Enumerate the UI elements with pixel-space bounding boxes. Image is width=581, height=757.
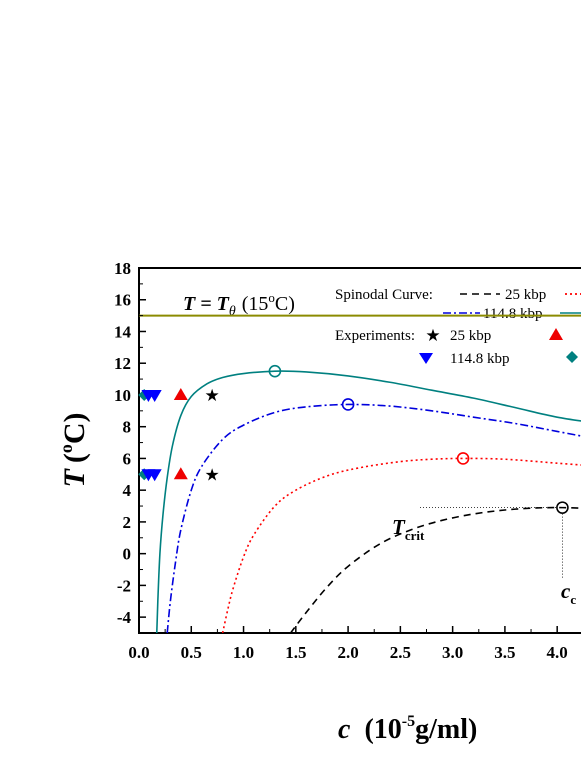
legend-label-114kbp: 114.8 kbp — [483, 306, 542, 322]
critical-point-marker-0 — [556, 501, 569, 514]
tcrit-label: Tcrit — [392, 515, 425, 543]
experiment-markers: ★★ — [138, 386, 220, 484]
experiment-marker-star: ★ — [205, 465, 220, 484]
plot-frame — [138, 267, 581, 634]
experiment-marker-triangle-up — [173, 387, 188, 400]
legend-experiments-title: Experiments: — [335, 328, 415, 344]
spinodal-curve-3 — [155, 370, 581, 633]
legend-triangle-down-icon — [419, 353, 433, 364]
legend-exp-label-114kbp: 114.8 kbp — [450, 351, 509, 367]
y-tick-label: 18 — [114, 259, 131, 278]
spinodal-curves — [155, 370, 581, 633]
legend: Spinodal Curve: 25 kbp 114.8 kbp Experim… — [335, 287, 581, 367]
crit-annotation — [420, 507, 563, 578]
y-tick-label: 6 — [123, 449, 132, 468]
spinodal-curve-0 — [289, 506, 581, 633]
y-tick-label: 14 — [114, 322, 132, 341]
y-tick-label: 0 — [123, 545, 132, 564]
y-tick-label: 10 — [114, 386, 131, 405]
x-tick-label: 4.0 — [547, 643, 568, 662]
critical-point-marker-1 — [456, 452, 470, 465]
y-tick-label: 2 — [123, 513, 132, 532]
x-axis-title: c (10-5g/ml) — [338, 713, 477, 745]
x-tick-label: 0.0 — [128, 643, 149, 662]
experiment-marker-triangle-down — [141, 389, 156, 402]
critical-point-marker-3 — [268, 364, 282, 378]
cc-label: cc — [561, 579, 576, 607]
y-tick-label: 16 — [114, 291, 131, 310]
x-tick-label: 1.5 — [285, 643, 306, 662]
axis-ticks: 0.0 0.5 1.0 1.5 2.0 2.5 3.0 3.5 4.0 -4 -2 0 2 4 6 8 10 12… — [114, 259, 568, 662]
legend-star-icon: ★ — [425, 326, 440, 345]
x-tick-label: 0.5 — [181, 643, 202, 662]
legend-spinodal-title: Spinodal Curve: — [335, 287, 433, 303]
x-tick-label: 2.5 — [390, 643, 411, 662]
theta-label: T = Tθ (15oC) — [183, 290, 295, 319]
critical-points — [268, 364, 569, 514]
y-tick-label: -4 — [117, 608, 132, 627]
experiment-marker-triangle-up — [173, 467, 188, 480]
y-tick-label: 8 — [123, 418, 132, 437]
x-tick-label: 3.0 — [442, 643, 463, 662]
y-tick-label: 12 — [114, 354, 131, 373]
experiment-marker-triangle-down — [141, 469, 156, 482]
y-axis-title: T(oC) — [56, 413, 91, 488]
critical-point-marker-2 — [341, 398, 355, 411]
x-tick-label: 1.0 — [233, 643, 254, 662]
legend-triangle-up-icon — [549, 328, 563, 340]
legend-label-25kbp: 25 kbp — [505, 287, 546, 303]
x-tick-label: 3.5 — [494, 643, 515, 662]
experiment-marker-star: ★ — [205, 386, 220, 405]
legend-exp-label-25kbp: 25 kbp — [450, 328, 491, 344]
x-tick-label: 2.0 — [337, 643, 358, 662]
y-tick-label: 4 — [123, 481, 132, 500]
legend-diamond-icon — [566, 351, 578, 363]
spinodal-curve-1 — [221, 457, 581, 633]
y-tick-label: -2 — [117, 576, 131, 595]
spinodal-curve-2 — [166, 403, 581, 633]
